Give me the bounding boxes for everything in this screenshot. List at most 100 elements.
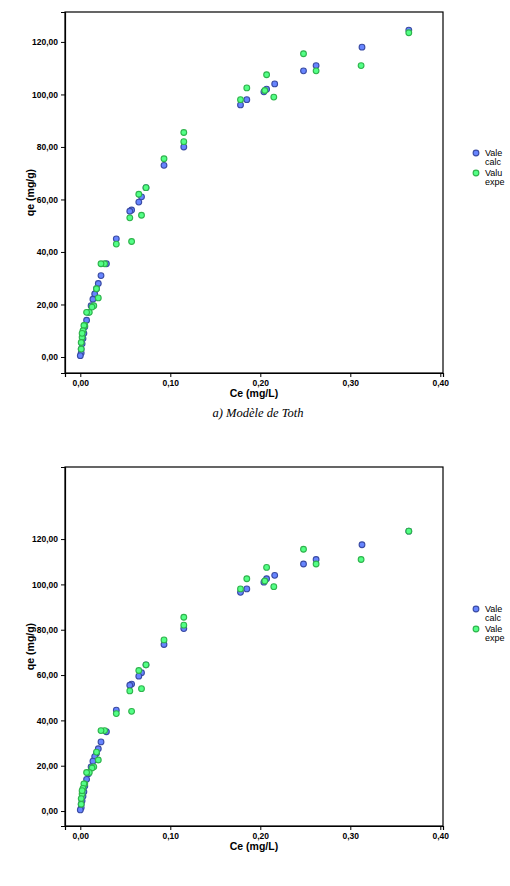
- legend: ValecalcValuexpe: [473, 148, 504, 187]
- point: [136, 668, 142, 674]
- chart: 0,00 0,10 0,20 0,30 0,40 0,00 20,00 40,00 60,00 8…: [24, 467, 505, 852]
- y-tick: 0,00: [41, 806, 65, 816]
- point: [78, 801, 84, 807]
- point: [98, 273, 104, 279]
- point: [129, 708, 135, 714]
- plot-frame: [65, 467, 443, 826]
- series: [78, 30, 411, 352]
- plot-frame: [65, 12, 443, 373]
- point: [406, 30, 412, 36]
- y-tick-mark: [61, 42, 65, 43]
- legend-label: Valeexpe: [485, 624, 505, 643]
- y-tick-mark: [61, 147, 65, 148]
- legend: ValecalcValeexpe: [473, 604, 504, 643]
- y-tick-label: 0,00: [41, 806, 58, 816]
- point: [78, 346, 84, 352]
- y-tick: 120,00: [32, 534, 65, 544]
- y-axis-line: [61, 13, 66, 374]
- y-tick-mark: [61, 766, 65, 767]
- y-tick-label: 0,00: [41, 352, 58, 362]
- y-axis: 0,00 20,00 40,00 60,00 80,00 100,00 120,00: [32, 468, 66, 827]
- point: [359, 44, 365, 50]
- y-tick-label: 120,00: [32, 534, 58, 544]
- x-tick-label: 0,40: [433, 831, 450, 841]
- point: [127, 208, 133, 214]
- point: [143, 185, 149, 191]
- y-tick-mark: [61, 539, 65, 540]
- x-tick-label: 0,10: [163, 378, 180, 388]
- point: [77, 807, 83, 813]
- point: [79, 788, 85, 794]
- y-tick-label: 120,00: [32, 37, 58, 47]
- point: [136, 191, 142, 197]
- legend-label: Valecalc: [485, 604, 502, 623]
- x-tick: 0,00: [73, 826, 90, 841]
- point: [358, 557, 364, 563]
- point: [90, 758, 96, 764]
- point: [127, 688, 133, 694]
- x-tick-mark: [350, 373, 351, 377]
- point: [139, 686, 145, 692]
- point: [98, 261, 104, 267]
- y-tick-label: 40,00: [37, 247, 59, 257]
- point: [406, 528, 412, 534]
- legend-label: Valuexpe: [485, 168, 505, 187]
- point: [98, 739, 104, 745]
- y-tick: 100,00: [32, 580, 65, 590]
- point: [95, 757, 101, 763]
- x-tick-mark: [260, 826, 261, 830]
- y-tick-mark: [61, 252, 65, 253]
- y-tick: 40,00: [37, 716, 65, 726]
- legend-marker: [473, 150, 479, 156]
- x-axis-title: Ce (mg/L): [230, 387, 278, 399]
- point: [143, 662, 149, 668]
- point: [136, 673, 142, 679]
- y-tick-label: 100,00: [32, 90, 58, 100]
- point: [271, 584, 277, 590]
- x-tick-mark: [170, 826, 171, 830]
- x-tick: 0,10: [163, 826, 180, 841]
- point: [313, 68, 319, 74]
- point: [77, 353, 83, 359]
- point: [161, 156, 167, 162]
- point: [301, 51, 307, 57]
- figure: 0,00 0,10 0,20 0,30 0,40 0,00 20,00 40,00 60,00 8…: [0, 0, 510, 886]
- point: [244, 97, 250, 103]
- x-tick-label: 0,40: [433, 378, 450, 388]
- y-tick: 80,00: [37, 625, 65, 635]
- x-axis-title: Ce (mg/L): [230, 840, 278, 852]
- point: [181, 139, 187, 145]
- point: [94, 286, 100, 292]
- point: [359, 542, 365, 548]
- point: [84, 770, 90, 776]
- y-tick-mark: [61, 357, 65, 358]
- y-tick-label: 60,00: [37, 195, 59, 205]
- y-tick-label: 60,00: [37, 670, 59, 680]
- point: [78, 340, 84, 346]
- y-tick: 60,00: [37, 195, 65, 205]
- point: [98, 728, 104, 734]
- x-tick: 0,30: [343, 826, 360, 841]
- point: [244, 576, 250, 582]
- point: [79, 330, 85, 336]
- x-tick: 0,20: [253, 826, 270, 841]
- point: [301, 561, 307, 567]
- x-axis: 0,00 0,10 0,20 0,30 0,40: [66, 826, 450, 841]
- x-axis-line: [66, 374, 444, 378]
- point: [238, 97, 244, 103]
- y-tick-label: 100,00: [32, 580, 58, 590]
- y-tick: 80,00: [37, 142, 65, 152]
- plot-area: [77, 27, 411, 358]
- y-tick-label: 80,00: [37, 625, 59, 635]
- x-tick-label: 0,00: [73, 831, 90, 841]
- y-tick-mark: [61, 304, 65, 305]
- x-tick-label: 0,00: [73, 378, 90, 388]
- y-tick: 120,00: [32, 37, 65, 47]
- point: [78, 346, 84, 352]
- x-tick-mark: [440, 373, 441, 377]
- point: [181, 622, 187, 628]
- point: [264, 72, 270, 78]
- series: [78, 528, 411, 807]
- legend-marker: [473, 606, 479, 612]
- y-tick: 20,00: [37, 761, 65, 771]
